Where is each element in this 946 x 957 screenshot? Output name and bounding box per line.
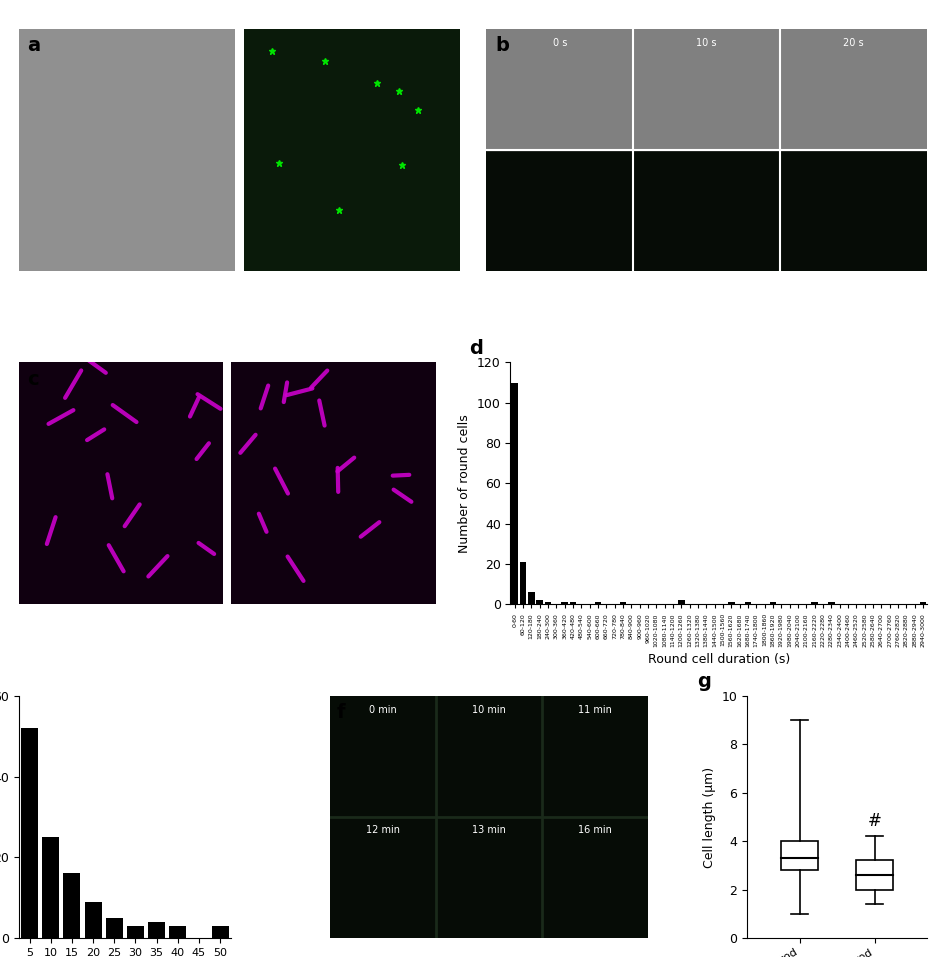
Bar bbox=[728, 602, 735, 604]
Text: a: a bbox=[27, 36, 41, 55]
Text: g: g bbox=[696, 672, 710, 691]
Text: 16 min: 16 min bbox=[578, 826, 612, 835]
Bar bbox=[856, 860, 893, 889]
Text: 12 min: 12 min bbox=[366, 826, 400, 835]
Bar bbox=[569, 602, 576, 604]
Text: 11 min: 11 min bbox=[578, 704, 612, 715]
Bar bbox=[678, 600, 685, 604]
Bar bbox=[620, 602, 626, 604]
Bar bbox=[519, 562, 526, 604]
Bar bbox=[127, 925, 144, 938]
Bar bbox=[812, 602, 818, 604]
Bar bbox=[486, 149, 927, 271]
Bar bbox=[212, 925, 229, 938]
Text: d: d bbox=[469, 339, 482, 358]
Bar bbox=[536, 600, 543, 604]
Text: 10 min: 10 min bbox=[472, 704, 506, 715]
Bar bbox=[780, 841, 818, 870]
Text: b: b bbox=[495, 36, 509, 55]
Bar bbox=[486, 29, 927, 149]
Bar bbox=[745, 602, 751, 604]
Bar bbox=[561, 602, 568, 604]
Bar bbox=[528, 592, 534, 604]
Bar bbox=[828, 602, 834, 604]
Text: #: # bbox=[867, 812, 882, 831]
Text: 0 min: 0 min bbox=[369, 704, 397, 715]
Bar bbox=[149, 922, 165, 938]
Bar bbox=[545, 602, 552, 604]
Bar bbox=[106, 918, 123, 938]
Y-axis label: Number of round cells: Number of round cells bbox=[459, 414, 471, 552]
Text: c: c bbox=[27, 369, 39, 389]
Text: f: f bbox=[337, 703, 345, 723]
Text: 13 min: 13 min bbox=[472, 826, 506, 835]
Bar bbox=[43, 837, 60, 938]
Y-axis label: Cell length (μm): Cell length (μm) bbox=[703, 767, 716, 868]
Text: 10 s: 10 s bbox=[696, 38, 717, 49]
Bar bbox=[512, 383, 518, 604]
Bar bbox=[920, 602, 926, 604]
Bar bbox=[84, 901, 101, 938]
Bar bbox=[21, 728, 38, 938]
Bar bbox=[63, 874, 80, 938]
Bar bbox=[595, 602, 602, 604]
Text: 0 s: 0 s bbox=[552, 38, 567, 49]
X-axis label: Round cell duration (s): Round cell duration (s) bbox=[648, 653, 790, 666]
Text: 20 s: 20 s bbox=[843, 38, 864, 49]
Bar bbox=[169, 925, 186, 938]
Bar bbox=[770, 602, 777, 604]
